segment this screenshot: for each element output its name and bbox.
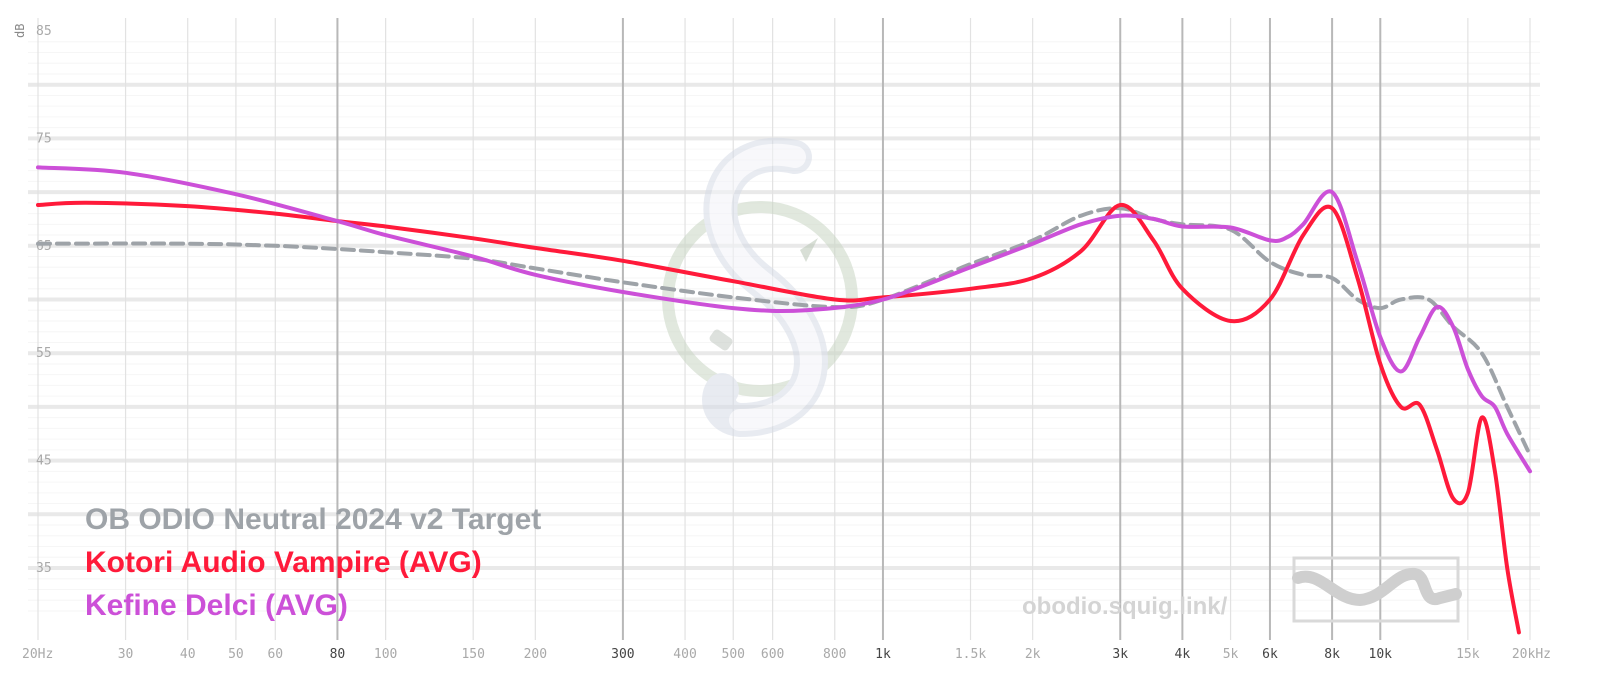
- x-tick-label: 1.5k: [955, 647, 986, 662]
- x-tick-label: 60: [267, 647, 283, 662]
- series-line-2: [36, 165, 1532, 474]
- y-tick-label: 85: [36, 24, 52, 39]
- watermark-url: obodio.squig.link/: [1022, 593, 1228, 620]
- x-tick-label: 40: [180, 647, 196, 662]
- series-lines: [36, 165, 1532, 635]
- x-tick-label: 600: [761, 647, 784, 662]
- x-tick-label: 80: [330, 647, 346, 662]
- y-tick-label: 75: [36, 131, 52, 146]
- y-tick-label: 45: [36, 454, 52, 469]
- legend: OB ODIO Neutral 2024 v2 Target Kotori Aud…: [85, 503, 541, 622]
- x-tick-label: 30: [118, 647, 134, 662]
- x-tick-label: 1k: [875, 647, 891, 662]
- x-tick-label: 8k: [1324, 647, 1340, 662]
- legend-entry-1: Kotori Audio Vampire (AVG): [85, 546, 482, 579]
- watermark-squiggle-icon: [1292, 568, 1462, 607]
- x-tick-label: 100: [374, 647, 397, 662]
- x-tick-label: 50: [228, 647, 244, 662]
- x-tick-label: 15k: [1456, 647, 1480, 662]
- x-tick-label: 2k: [1025, 647, 1041, 662]
- y-tick-label: 35: [36, 561, 52, 576]
- legend-entry-0: OB ODIO Neutral 2024 v2 Target: [85, 503, 541, 536]
- legend-entry-2: Kefine Delci (AVG): [85, 589, 348, 622]
- x-tick-label: 200: [524, 647, 547, 662]
- y-axis-unit-label: dB: [13, 24, 27, 38]
- x-tick-label: 4k: [1175, 647, 1191, 662]
- watermark: obodio.squig.link/: [1022, 556, 1462, 623]
- x-tick-label: 3k: [1112, 647, 1128, 662]
- y-tick-label: 65: [36, 239, 52, 254]
- x-tick-label: 150: [461, 647, 484, 662]
- x-tick-label: 800: [823, 647, 846, 662]
- x-tick-label: 300: [611, 647, 634, 662]
- x-tick-label: 400: [673, 647, 696, 662]
- x-tick-label: 20Hz: [22, 647, 53, 662]
- x-axis-ticks: 20Hz 30 40 50 60 80 100 150 200 300 400 500 600 800 1k…: [22, 647, 1551, 662]
- x-tick-label: 500: [722, 647, 745, 662]
- x-tick-label: 20kHz: [1512, 647, 1551, 662]
- x-tick-label: 10k: [1369, 647, 1393, 662]
- x-tick-label: 5k: [1223, 647, 1239, 662]
- series-line-0: [36, 206, 1532, 458]
- y-tick-label: 55: [36, 346, 52, 361]
- x-tick-label: 6k: [1262, 647, 1278, 662]
